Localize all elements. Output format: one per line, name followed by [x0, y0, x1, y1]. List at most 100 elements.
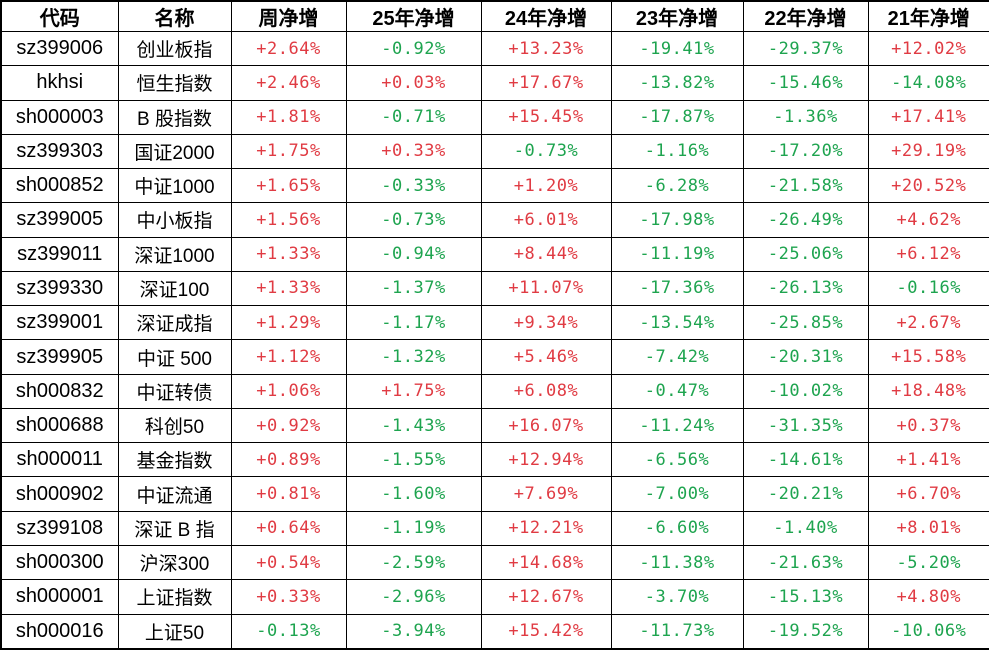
value-cell: +1.29%: [230, 305, 347, 341]
value-cell: -31.35%: [742, 407, 869, 444]
column-header: 代码: [0, 0, 119, 32]
value-cell: +7.69%: [480, 476, 612, 512]
value-cell: -19.52%: [742, 613, 869, 650]
value-cell: +11.07%: [480, 270, 612, 307]
value-cell: +1.75%: [230, 133, 347, 170]
value-cell: -26.49%: [742, 202, 869, 238]
value-cell: -1.16%: [610, 133, 744, 170]
code-cell: sz399006: [0, 30, 119, 67]
value-cell: +6.01%: [480, 202, 612, 238]
table-row: sz399001 深证成指 +1.29% -1.17% +9.34% -13.54% -25…: [0, 305, 989, 341]
value-cell: +6.70%: [867, 476, 989, 512]
code-cell: sz399001: [0, 305, 119, 341]
column-header: 名称: [117, 0, 232, 32]
value-cell: -17.36%: [610, 270, 744, 307]
value-cell: -13.82%: [610, 65, 744, 101]
code-cell: sh000011: [0, 442, 119, 478]
column-header: 周净增: [230, 0, 347, 32]
value-cell: -0.92%: [345, 30, 482, 67]
name-cell: 中证 500: [117, 339, 232, 375]
value-cell: +8.01%: [867, 510, 989, 546]
name-cell: 中证转债: [117, 373, 232, 409]
value-cell: +4.62%: [867, 202, 989, 238]
value-cell: -15.46%: [742, 65, 869, 101]
table-row: sz399330 深证100 +1.33% -1.37% +11.07% -17.36% -…: [0, 270, 989, 307]
value-cell: -13.54%: [610, 305, 744, 341]
value-cell: +12.21%: [480, 510, 612, 546]
value-cell: -0.73%: [345, 202, 482, 238]
name-cell: 科创50: [117, 407, 232, 444]
value-cell: +15.42%: [480, 613, 612, 650]
table-row: sz399303 国证2000 +1.75% +0.33% -0.73% -1.16% -1…: [0, 133, 989, 170]
value-cell: -0.73%: [480, 133, 612, 170]
table-row: sh000902 中证流通 +0.81% -1.60% +7.69% -7.00% -20.…: [0, 476, 989, 512]
value-cell: -1.32%: [345, 339, 482, 375]
name-cell: 中证1000: [117, 168, 232, 204]
code-cell: sz399011: [0, 236, 119, 272]
name-cell: 上证50: [117, 613, 232, 650]
value-cell: -26.13%: [742, 270, 869, 307]
table-row: hkhsi 恒生指数 +2.46% +0.03% +17.67% -13.82% -15.4…: [0, 65, 989, 101]
value-cell: -11.19%: [610, 236, 744, 272]
value-cell: +6.08%: [480, 373, 612, 409]
name-cell: 深证成指: [117, 305, 232, 341]
value-cell: -0.47%: [610, 373, 744, 409]
table-row: sz399108 深证 B 指 +0.64% -1.19% +12.21% -6.60% -…: [0, 510, 989, 546]
code-cell: sz399108: [0, 510, 119, 546]
value-cell: +1.20%: [480, 168, 612, 204]
value-cell: +1.33%: [230, 270, 347, 307]
value-cell: +5.46%: [480, 339, 612, 375]
code-cell: sz399303: [0, 133, 119, 170]
code-cell: hkhsi: [0, 65, 119, 101]
name-cell: 深证100: [117, 270, 232, 307]
name-cell: 中小板指: [117, 202, 232, 238]
value-cell: -25.06%: [742, 236, 869, 272]
code-cell: sh000300: [0, 544, 119, 581]
value-cell: +16.07%: [480, 407, 612, 444]
value-cell: +6.12%: [867, 236, 989, 272]
name-cell: 沪深300: [117, 544, 232, 581]
value-cell: -0.94%: [345, 236, 482, 272]
table-row: sz399006 创业板指 +2.64% -0.92% +13.23% -19.41% -2…: [0, 30, 989, 67]
value-cell: +1.33%: [230, 236, 347, 272]
name-cell: B 股指数: [117, 99, 232, 135]
name-cell: 深证1000: [117, 236, 232, 272]
value-cell: -17.20%: [742, 133, 869, 170]
table-row: sz399011 深证1000 +1.33% -0.94% +8.44% -11.19% -…: [0, 236, 989, 272]
value-cell: +1.75%: [345, 373, 482, 409]
code-cell: sh000852: [0, 168, 119, 204]
value-cell: +0.54%: [230, 544, 347, 581]
value-cell: -20.31%: [742, 339, 869, 375]
value-cell: -7.42%: [610, 339, 744, 375]
value-cell: +29.19%: [867, 133, 989, 170]
value-cell: -6.28%: [610, 168, 744, 204]
name-cell: 上证指数: [117, 579, 232, 615]
value-cell: -5.20%: [867, 544, 989, 581]
table-row: sz399005 中小板指 +1.56% -0.73% +6.01% -17.98% -26…: [0, 202, 989, 238]
value-cell: -1.43%: [345, 407, 482, 444]
value-cell: -17.98%: [610, 202, 744, 238]
value-cell: +2.67%: [867, 305, 989, 341]
value-cell: +1.41%: [867, 442, 989, 478]
value-cell: -0.13%: [230, 613, 347, 650]
code-cell: sh000688: [0, 407, 119, 444]
table-row: sz399905 中证 500 +1.12% -1.32% +5.46% -7.42% -2…: [0, 339, 989, 375]
value-cell: +0.64%: [230, 510, 347, 546]
value-cell: -1.55%: [345, 442, 482, 478]
table-row: sh000688 科创50 +0.92% -1.43% +16.07% -11.24% -3…: [0, 407, 989, 444]
value-cell: +2.64%: [230, 30, 347, 67]
value-cell: +15.45%: [480, 99, 612, 135]
value-cell: +12.94%: [480, 442, 612, 478]
value-cell: -0.71%: [345, 99, 482, 135]
value-cell: +20.52%: [867, 168, 989, 204]
header-row: 代码 名称 周净增 25年净增 24年净增 23年净增 22年净增 21年净增: [0, 0, 989, 32]
value-cell: -19.41%: [610, 30, 744, 67]
value-cell: -7.00%: [610, 476, 744, 512]
value-cell: +1.56%: [230, 202, 347, 238]
value-cell: -17.87%: [610, 99, 744, 135]
value-cell: -21.63%: [742, 544, 869, 581]
code-cell: sh000003: [0, 99, 119, 135]
value-cell: +1.06%: [230, 373, 347, 409]
table-row: sh000011 基金指数 +0.89% -1.55% +12.94% -6.56% -14…: [0, 442, 989, 478]
